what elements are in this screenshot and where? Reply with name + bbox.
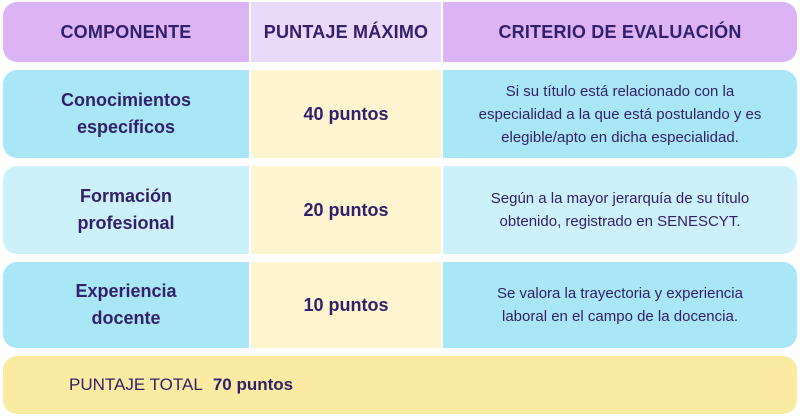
header-puntaje-maximo: PUNTAJE MÁXIMO (251, 2, 441, 62)
header-criterio-evaluacion: CRITERIO DE EVALUACIÓN (443, 2, 797, 62)
row-puntaje: 20 puntos (251, 166, 441, 254)
total-value: 70 puntos (212, 375, 294, 394)
row-puntaje: 40 puntos (251, 70, 441, 158)
total-row: PUNTAJE TOTAL 70 puntos (3, 356, 797, 414)
row-componente: Conocimientos específicos (3, 70, 249, 158)
table-row: Experiencia docente 10 puntos Se valora … (3, 262, 797, 348)
total-label: PUNTAJE TOTAL (69, 375, 203, 394)
row-criterio: Según a la mayor jerarquía de su título … (443, 166, 797, 254)
header-componente: COMPONENTE (3, 2, 249, 62)
table-header: COMPONENTE PUNTAJE MÁXIMO CRITERIO DE EV… (3, 2, 797, 62)
row-puntaje: 10 puntos (251, 262, 441, 348)
row-componente: Formación profesional (3, 166, 249, 254)
row-criterio: Se valora la trayectoria y experiencia l… (443, 262, 797, 348)
table-row: Formación profesional 20 puntos Según a … (3, 166, 797, 254)
table-row: Conocimientos específicos 40 puntos Si s… (3, 70, 797, 158)
row-criterio: Si su título está relacionado con la esp… (443, 70, 797, 158)
row-componente: Experiencia docente (3, 262, 249, 348)
